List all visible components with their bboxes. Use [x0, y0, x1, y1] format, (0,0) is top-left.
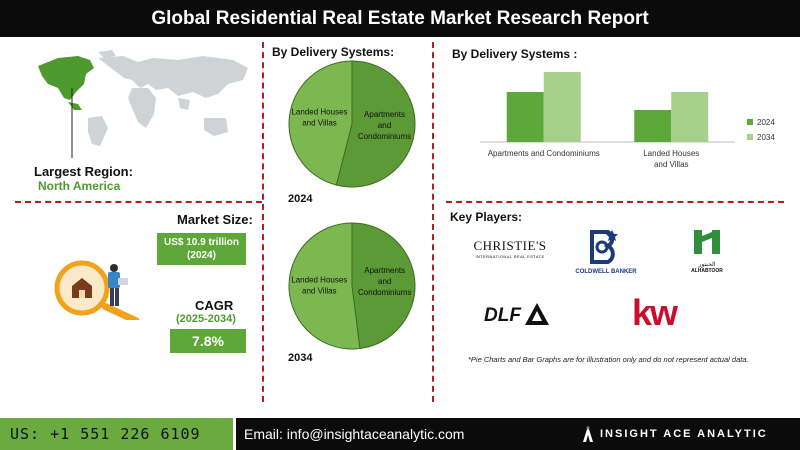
footer-brand: INSIGHT ACE ANALYTIC: [576, 418, 800, 450]
alhabtoor-text: ALHABTOOR: [691, 268, 723, 274]
pie-slice-landed: [288, 222, 361, 350]
largest-region-label: Largest Region:: [34, 164, 133, 179]
market-size-year: (2024): [187, 250, 216, 261]
christies-logo-sub: INTERNATIONAL REAL ESTATE: [475, 254, 545, 259]
bar-category-label: Apartments and Condominiums: [488, 149, 600, 158]
cagr-label: CAGR: [195, 298, 234, 313]
pie-label: Landed Houses and Villas: [291, 107, 347, 127]
christies-logo: CHRISTIE'S INTERNATIONAL REAL ESTATE: [466, 238, 554, 259]
pie-label: Apartments and Condominiums: [358, 266, 411, 297]
pie-chart-2034: Apartments and Condominiums Landed Houses an…: [288, 222, 416, 350]
pie-title: By Delivery Systems:: [272, 45, 395, 59]
footer-gap: [233, 418, 236, 450]
pie-year-2034: 2034: [288, 352, 313, 364]
bar-2024-1: [634, 110, 672, 142]
pie-slice-landed: [288, 60, 353, 186]
coldwell-banker-text: COLDWELL BANKER: [575, 269, 637, 275]
market-size-box: US$ 10.9 trillion (2024): [157, 233, 246, 265]
footer-email[interactable]: Email: info@insightaceanalytic.com: [236, 418, 576, 450]
legend-label-2024: 2024: [757, 118, 775, 127]
christies-logo-name: CHRISTIE'S: [473, 238, 547, 253]
divider-left-mid: [15, 201, 262, 203]
world-map: [38, 50, 248, 158]
kw-logo: kw: [632, 292, 678, 333]
dlf-logo: DLF: [484, 301, 554, 329]
key-players-title: Key Players:: [450, 210, 523, 224]
bar-2024-0: [506, 92, 544, 142]
magnifier-house-illustration: [54, 260, 140, 320]
dlf-text: DLF: [484, 305, 521, 326]
bar-category-label: Landed Houses and Villas: [643, 149, 699, 169]
page-title: Global Residential Real Estate Market Re…: [0, 0, 800, 37]
legend-swatch-2034: [747, 134, 753, 140]
legend-label-2034: 2034: [757, 133, 775, 142]
largest-region-value: North America: [38, 179, 121, 193]
footer-brand-text: INSIGHT ACE ANALYTIC: [600, 428, 768, 440]
alhabtoor-arabic: الحبتور: [698, 262, 716, 268]
dlf-triangle-icon: [525, 303, 549, 325]
pie-label: Landed Houses and Villas: [291, 276, 347, 296]
brand-icon: [583, 426, 593, 442]
alhabtoor-logo: الحبتور ALHABTOOR: [682, 226, 732, 274]
market-size-label: Market Size:: [177, 212, 253, 227]
bar-chart-title: By Delivery Systems :: [452, 47, 578, 61]
pie-chart-2024: Apartments and Condominiums Landed Houses an…: [288, 60, 416, 188]
pie-label: Apartments and Condominiums: [358, 110, 411, 141]
bar-2034-0: [543, 72, 581, 142]
market-size-value: US$ 10.9 trillion: [163, 237, 240, 248]
pie-year-2024: 2024: [288, 193, 313, 205]
alhabtoor-emblem: [694, 230, 720, 254]
bar-2034-1: [671, 92, 709, 142]
divider-right-mid: [446, 201, 784, 203]
pie-slice-apartments: [335, 60, 416, 188]
pie-slice-apartments: [351, 222, 416, 350]
disclaimer-note: *Pie Charts and Bar Graphs are for illus…: [468, 355, 749, 364]
cagr-period: (2025-2034): [176, 313, 236, 325]
footer-phone[interactable]: US: +1 551 226 6109: [0, 418, 233, 450]
coldwell-banker-emblem: [590, 230, 618, 264]
legend-swatch-2024: [747, 119, 753, 125]
bar-chart: Apartments and Condominiums Landed Houses…: [480, 72, 775, 169]
divider-right: [432, 42, 434, 402]
coldwell-banker-logo: COLDWELL BANKER: [570, 228, 642, 275]
divider-left: [262, 42, 264, 402]
cagr-value-box: 7.8%: [170, 329, 246, 353]
